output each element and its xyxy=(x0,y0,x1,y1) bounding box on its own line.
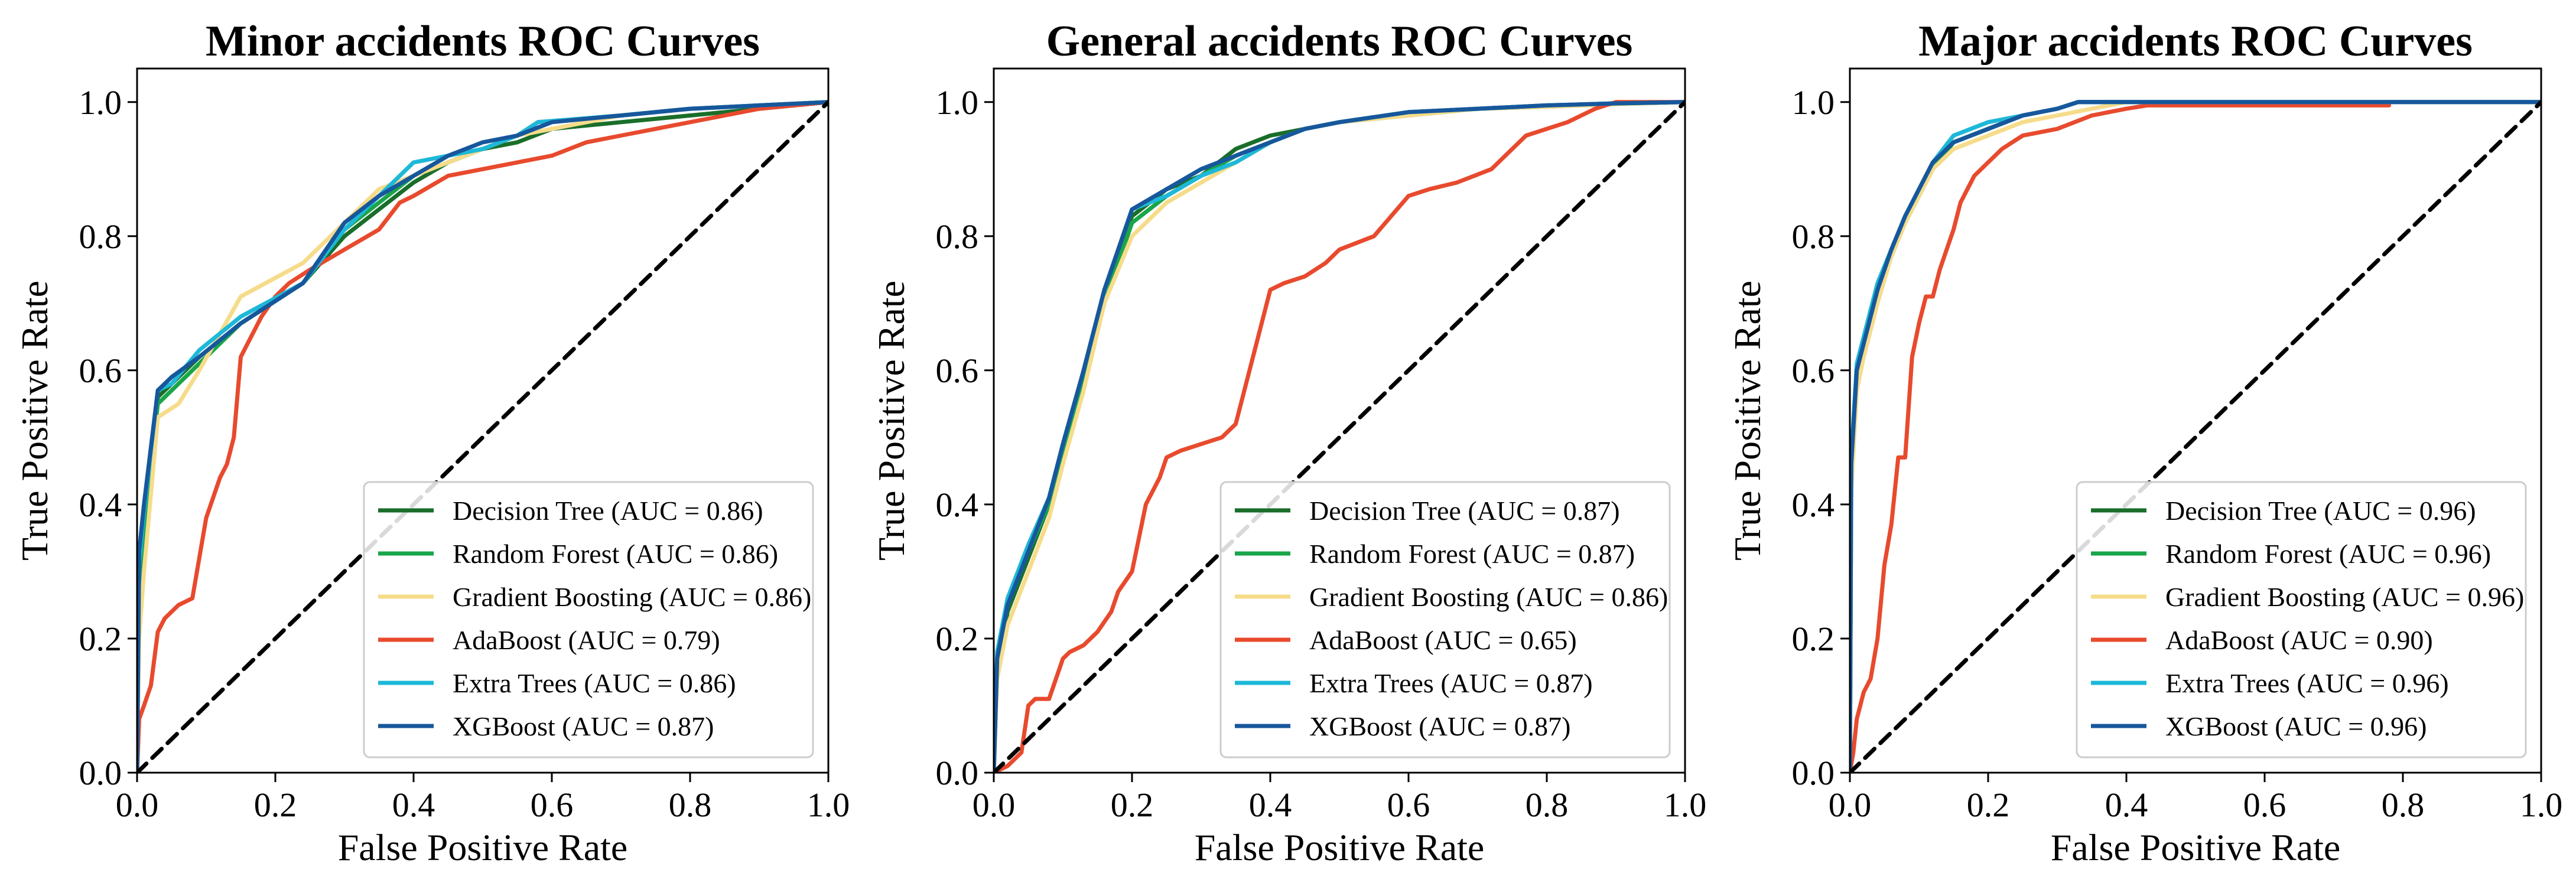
y-tick-label: 0.8 xyxy=(1792,217,1835,256)
chart-title: Minor accidents ROC Curves xyxy=(206,17,760,66)
y-tick-label: 0.8 xyxy=(79,217,122,256)
legend: Decision Tree (AUC = 0.96) Random Forest … xyxy=(2076,481,2527,758)
x-tick-label: 1.0 xyxy=(1664,786,1707,824)
x-tick-label: 0.8 xyxy=(1526,786,1569,824)
y-axis-label: True Positive Rate xyxy=(1726,281,1768,561)
legend-entry: Random Forest (AUC = 0.96) xyxy=(2165,539,2491,569)
roc-curve-series-6 xyxy=(1850,100,2541,773)
roc-curve-series-6 xyxy=(994,100,1685,773)
legend: Decision Tree (AUC = 0.86) Random Forest … xyxy=(363,481,814,758)
roc-curve-series-4 xyxy=(1850,103,2392,773)
y-tick-label: 0.6 xyxy=(936,351,979,390)
x-tick-label: 0.4 xyxy=(392,786,435,824)
legend-entry: XGBoost (AUC = 0.87) xyxy=(453,711,714,741)
legend-entry: Extra Trees (AUC = 0.86) xyxy=(453,668,736,698)
y-tick-label: 0.2 xyxy=(936,620,979,658)
y-tick-label: 0.0 xyxy=(936,754,979,792)
x-tick-label: 0.8 xyxy=(669,786,712,824)
legend-box xyxy=(363,481,814,758)
legend-entry: AdaBoost (AUC = 0.65) xyxy=(1309,625,1577,655)
y-tick-label: 1.0 xyxy=(79,83,122,122)
x-tick-label: 0.4 xyxy=(1249,786,1292,824)
roc-curve-series-4 xyxy=(137,100,828,773)
roc-panel-3: Major accidents ROC Curves 0.0 0.2 0.4 0.6 0.… xyxy=(1726,17,2562,868)
legend-entry: Gradient Boosting (AUC = 0.86) xyxy=(453,582,811,612)
legend-entry: Decision Tree (AUC = 0.96) xyxy=(2165,496,2476,526)
plot-frame xyxy=(993,67,1686,774)
legend-entry: XGBoost (AUC = 0.96) xyxy=(2165,711,2427,741)
y-tick-label: 0.6 xyxy=(1792,351,1835,390)
chance-diagonal-line xyxy=(1850,100,2541,773)
x-axis-label: False Positive Rate xyxy=(338,826,628,868)
x-axis-label: False Positive Rate xyxy=(1195,826,1485,868)
legend-entry: AdaBoost (AUC = 0.90) xyxy=(2165,625,2433,655)
chance-diagonal-line xyxy=(994,100,1685,773)
y-tick-label: 0.2 xyxy=(79,620,122,658)
legend-entry: Gradient Boosting (AUC = 0.86) xyxy=(1309,582,1668,612)
y-tick-label: 0.0 xyxy=(1792,754,1835,792)
legend-entry: Extra Trees (AUC = 0.96) xyxy=(2165,668,2449,698)
x-tick-label: 0.6 xyxy=(1387,786,1430,824)
x-tick-label: 0.8 xyxy=(2382,786,2425,824)
roc-panel-2: General accidents ROC Curves 0.0 0.2 0.4 0.6… xyxy=(870,17,1706,868)
legend-box xyxy=(1219,481,1671,758)
y-tick-label: 1.0 xyxy=(936,83,979,122)
legend: Decision Tree (AUC = 0.87) Random Forest … xyxy=(1219,481,1671,758)
x-tick-label: 0.6 xyxy=(2243,786,2286,824)
legend-entry: Decision Tree (AUC = 0.86) xyxy=(453,496,763,526)
series-group xyxy=(994,100,1685,773)
chart-title: Major accidents ROC Curves xyxy=(1918,17,2473,66)
x-tick-label: 0.4 xyxy=(2105,786,2148,824)
y-tick-label: 0.0 xyxy=(79,754,122,792)
x-tick-label: 0.0 xyxy=(116,786,159,824)
y-tick-label: 0.8 xyxy=(936,217,979,256)
legend-box xyxy=(2076,481,2527,758)
x-tick-label: 0.0 xyxy=(1829,786,1872,824)
y-tick-label: 0.2 xyxy=(1792,620,1835,658)
x-tick-label: 0.6 xyxy=(531,786,574,824)
x-tick-label: 0.2 xyxy=(1967,786,2010,824)
x-tick-label: 0.2 xyxy=(254,786,297,824)
legend-entry: AdaBoost (AUC = 0.79) xyxy=(453,625,720,655)
x-tick-label: 1.0 xyxy=(807,786,850,824)
y-tick-label: 1.0 xyxy=(1792,83,1835,122)
y-tick-label: 0.4 xyxy=(936,486,979,524)
y-tick-label: 0.4 xyxy=(1792,486,1835,524)
chance-diagonal-line xyxy=(137,100,828,773)
legend-entry: XGBoost (AUC = 0.87) xyxy=(1309,711,1571,741)
plot-frame xyxy=(1849,67,2542,774)
legend-entry: Random Forest (AUC = 0.86) xyxy=(453,539,778,569)
legend-entry: Random Forest (AUC = 0.87) xyxy=(1309,539,1635,569)
roc-curve-series-6 xyxy=(137,100,828,773)
x-tick-label: 1.0 xyxy=(2520,786,2563,824)
roc-panel-1: Minor accidents ROC Curves 0.0 0.2 0.4 0.6 0.… xyxy=(14,17,850,868)
legend-entry: Gradient Boosting (AUC = 0.96) xyxy=(2165,582,2524,612)
plot-frame xyxy=(136,67,830,774)
legend-entry: Decision Tree (AUC = 0.87) xyxy=(1309,496,1620,526)
chart-title: General accidents ROC Curves xyxy=(1046,17,1633,66)
x-tick-label: 0.2 xyxy=(1111,786,1154,824)
y-axis-label: True Positive Rate xyxy=(870,281,912,561)
x-axis-label: False Positive Rate xyxy=(2051,826,2341,868)
roc-curve-series-4 xyxy=(994,100,1685,773)
series-group xyxy=(137,100,828,773)
x-tick-label: 0.0 xyxy=(972,786,1016,824)
legend-entry: Extra Trees (AUC = 0.87) xyxy=(1309,668,1593,698)
y-tick-label: 0.6 xyxy=(79,351,122,390)
y-tick-label: 0.4 xyxy=(79,486,122,524)
series-group xyxy=(1850,100,2541,773)
y-axis-label: True Positive Rate xyxy=(14,281,56,561)
